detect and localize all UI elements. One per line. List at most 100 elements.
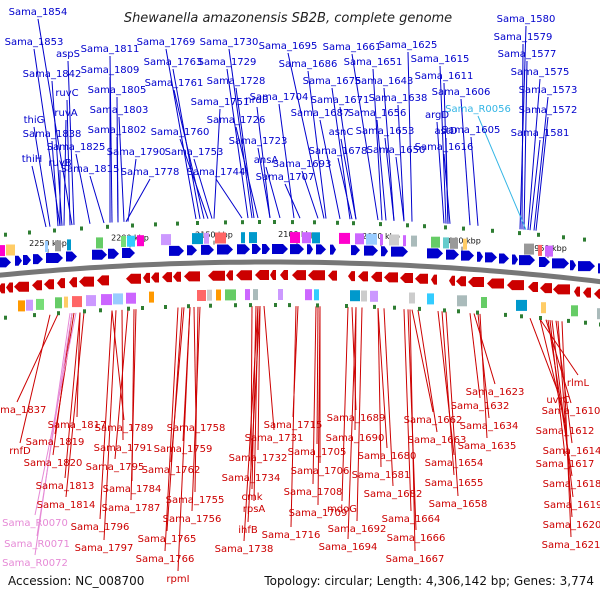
gene-label-sama-1706[interactable]: Sama_1706 [291,466,350,477]
gene-label-nrdb[interactable]: nrdB [245,95,269,106]
gene-label-thih[interactable]: thiH [22,154,43,165]
gene-label-sama-1803[interactable]: Sama_1803 [90,105,149,116]
gene-label-sama-1618[interactable]: Sama_1618 [543,479,600,490]
gene-label-sama-1625[interactable]: Sama_1625 [379,40,438,51]
gene-label-sama-1769[interactable]: Sama_1769 [137,37,196,48]
gene-label-sama-1650[interactable]: Sama_1650 [367,145,426,156]
gene-label-asnc[interactable]: asnC [329,127,354,138]
gene-label-sama-1664[interactable]: Sama_1664 [382,514,441,525]
gene-label-sama-1744[interactable]: Sama_1744 [187,167,246,178]
gene-label-sama-1760[interactable]: Sama_1760 [151,127,210,138]
gene-label-sama-1755[interactable]: Sama_1755 [166,495,225,506]
gene-label-sama-1796[interactable]: Sama_1796 [71,522,130,533]
gene-label-ruvc[interactable]: ruvC [55,88,78,99]
gene-label-sama-1638[interactable]: Sama_1638 [369,93,428,104]
gene-label-sama-1666[interactable]: Sama_1666 [387,533,446,544]
gene-label-sama-1709[interactable]: Sama_1709 [289,508,348,519]
gene-label-sama-1689[interactable]: Sama_1689 [327,413,386,424]
gene-label-uvrc[interactable]: uvrC [546,395,569,406]
gene-label-sama-r0056[interactable]: Sama_R0056 [445,104,511,115]
gene-label-sama-1661[interactable]: Sama_1661 [323,42,382,53]
gene-label-sama-1686[interactable]: Sama_1686 [279,59,338,70]
gene-label-sama-1579[interactable]: Sama_1579 [494,32,553,43]
gene-label-sama-1784[interactable]: Sama_1784 [103,484,162,495]
gene-label-sama-r0070[interactable]: Sama_R0070 [2,518,68,529]
gene-label-mdog[interactable]: mdoG [327,504,357,515]
gene-label-sama-1815[interactable]: Sama_1815 [61,164,120,175]
gene-label-sama-1790[interactable]: Sama_1790 [107,147,166,158]
gene-label-argd[interactable]: argD [425,110,449,121]
gene-label-ihfb[interactable]: ihfB [238,525,258,536]
gene-label-sama-r0072[interactable]: Sama_R0072 [2,558,68,569]
gene-label-sama-1606[interactable]: Sama_1606 [432,87,491,98]
gene-label-sama-1813[interactable]: Sama_1813 [36,481,95,492]
gene-label-sama-1680[interactable]: Sama_1680 [358,451,417,462]
gene-label-sama-1667[interactable]: Sama_1667 [386,554,445,565]
gene-label-sama-1791[interactable]: Sama_1791 [94,443,153,454]
gene-label-rnfd[interactable]: rnfD [9,446,31,457]
gene-label-sama-1765[interactable]: Sama_1765 [138,534,197,545]
gene-label-sama-1838[interactable]: Sama_1838 [23,129,82,140]
gene-label-sama-1704[interactable]: Sama_1704 [250,92,309,103]
gene-label-rpsa[interactable]: rpsA [243,504,266,515]
gene-label-sama-1694[interactable]: Sama_1694 [319,542,378,553]
gene-label-thig[interactable]: thiG [24,115,45,126]
gene-label-sama-1705[interactable]: Sama_1705 [288,447,347,458]
gene-label-sama-1671[interactable]: Sama_1671 [311,95,370,106]
gene-label-asps[interactable]: aspS [56,49,80,60]
gene-label-sama-1707[interactable]: Sama_1707 [256,172,315,183]
gene-label-sama-1809[interactable]: Sama_1809 [81,65,140,76]
gene-label-sama-1817[interactable]: Sama_1817 [48,420,107,431]
gene-label-sama-1634[interactable]: Sama_1634 [460,421,519,432]
gene-label-sama-1758[interactable]: Sama_1758 [167,423,226,434]
gene-label-sama-1617[interactable]: Sama_1617 [536,459,595,470]
gene-label-sama-1753[interactable]: Sama_1753 [165,147,224,158]
gene-label-ruvb[interactable]: ruvB [48,158,71,169]
gene-label-sama-1651[interactable]: Sama_1651 [344,57,403,68]
gene-label-ruva[interactable]: ruvA [54,108,77,119]
gene-label-sama-1575[interactable]: Sama_1575 [511,67,570,78]
gene-label-sama-1581[interactable]: Sama_1581 [511,128,570,139]
gene-label-sama-1854[interactable]: Sama_1854 [9,7,68,18]
gene-label-sama-1837[interactable]: Sama_1837 [0,405,46,416]
gene-label-sama-1623[interactable]: Sama_1623 [466,387,525,398]
gene-label-sama-1734[interactable]: Sama_1734 [222,473,281,484]
gene-label-sama-1605[interactable]: Sama_1605 [442,125,501,136]
gene-label-sama-1811[interactable]: Sama_1811 [81,44,140,55]
gene-label-sama-1789[interactable]: Sama_1789 [95,423,154,434]
gene-label-sama-1820[interactable]: Sama_1820 [24,458,83,469]
gene-label-sama-1656[interactable]: Sama_1656 [348,108,407,119]
gene-label-sama-1761[interactable]: Sama_1761 [145,78,204,89]
gene-label-sama-1762[interactable]: Sama_1762 [142,465,201,476]
gene-label-sama-1632[interactable]: Sama_1632 [451,401,510,412]
gene-label-sama-1678[interactable]: Sama_1678 [309,146,368,157]
gene-label-sama-1731[interactable]: Sama_1731 [245,433,304,444]
gene-label-sama-1635[interactable]: Sama_1635 [458,441,517,452]
gene-label-sama-1708[interactable]: Sama_1708 [284,487,343,498]
gene-label-sama-1759[interactable]: Sama_1759 [154,444,213,455]
gene-label-sama-1716[interactable]: Sama_1716 [262,530,321,541]
gene-label-sama-1728[interactable]: Sama_1728 [207,76,266,87]
gene-label-sama-1611[interactable]: Sama_1611 [415,71,474,82]
gene-label-sama-1573[interactable]: Sama_1573 [519,85,578,96]
gene-label-sama-1730[interactable]: Sama_1730 [200,37,259,48]
gene-label-sama-1802[interactable]: Sama_1802 [88,125,147,136]
gene-label-sama-1655[interactable]: Sama_1655 [425,478,484,489]
gene-label-sama-1615[interactable]: Sama_1615 [411,54,470,65]
gene-label-sama-1682[interactable]: Sama_1682 [364,489,423,500]
gene-label-sama-1681[interactable]: Sama_1681 [352,470,411,481]
gene-label-sama-1619[interactable]: Sama_1619 [544,500,600,511]
gene-label-sama-1853[interactable]: Sama_1853 [5,37,64,48]
gene-label-rpmi[interactable]: rpmI [166,574,189,585]
gene-label-sama-1795[interactable]: Sama_1795 [86,462,145,473]
gene-label-cmk[interactable]: cmk [241,492,262,503]
gene-label-sama-1723[interactable]: Sama_1723 [229,136,288,147]
gene-label-sama-1610[interactable]: Sama_1610 [542,406,600,417]
gene-label-astd[interactable]: astD [435,126,458,137]
gene-label-sama-1729[interactable]: Sama_1729 [198,57,257,68]
gene-label-sama-1687[interactable]: Sama_1687 [291,108,350,119]
gene-label-sama-1654[interactable]: Sama_1654 [425,458,484,469]
gene-label-sama-1616[interactable]: Sama_1616 [415,142,474,153]
gene-label-sama-1693[interactable]: Sama_1693 [273,159,332,170]
gene-label-sama-1819[interactable]: Sama_1819 [26,437,85,448]
